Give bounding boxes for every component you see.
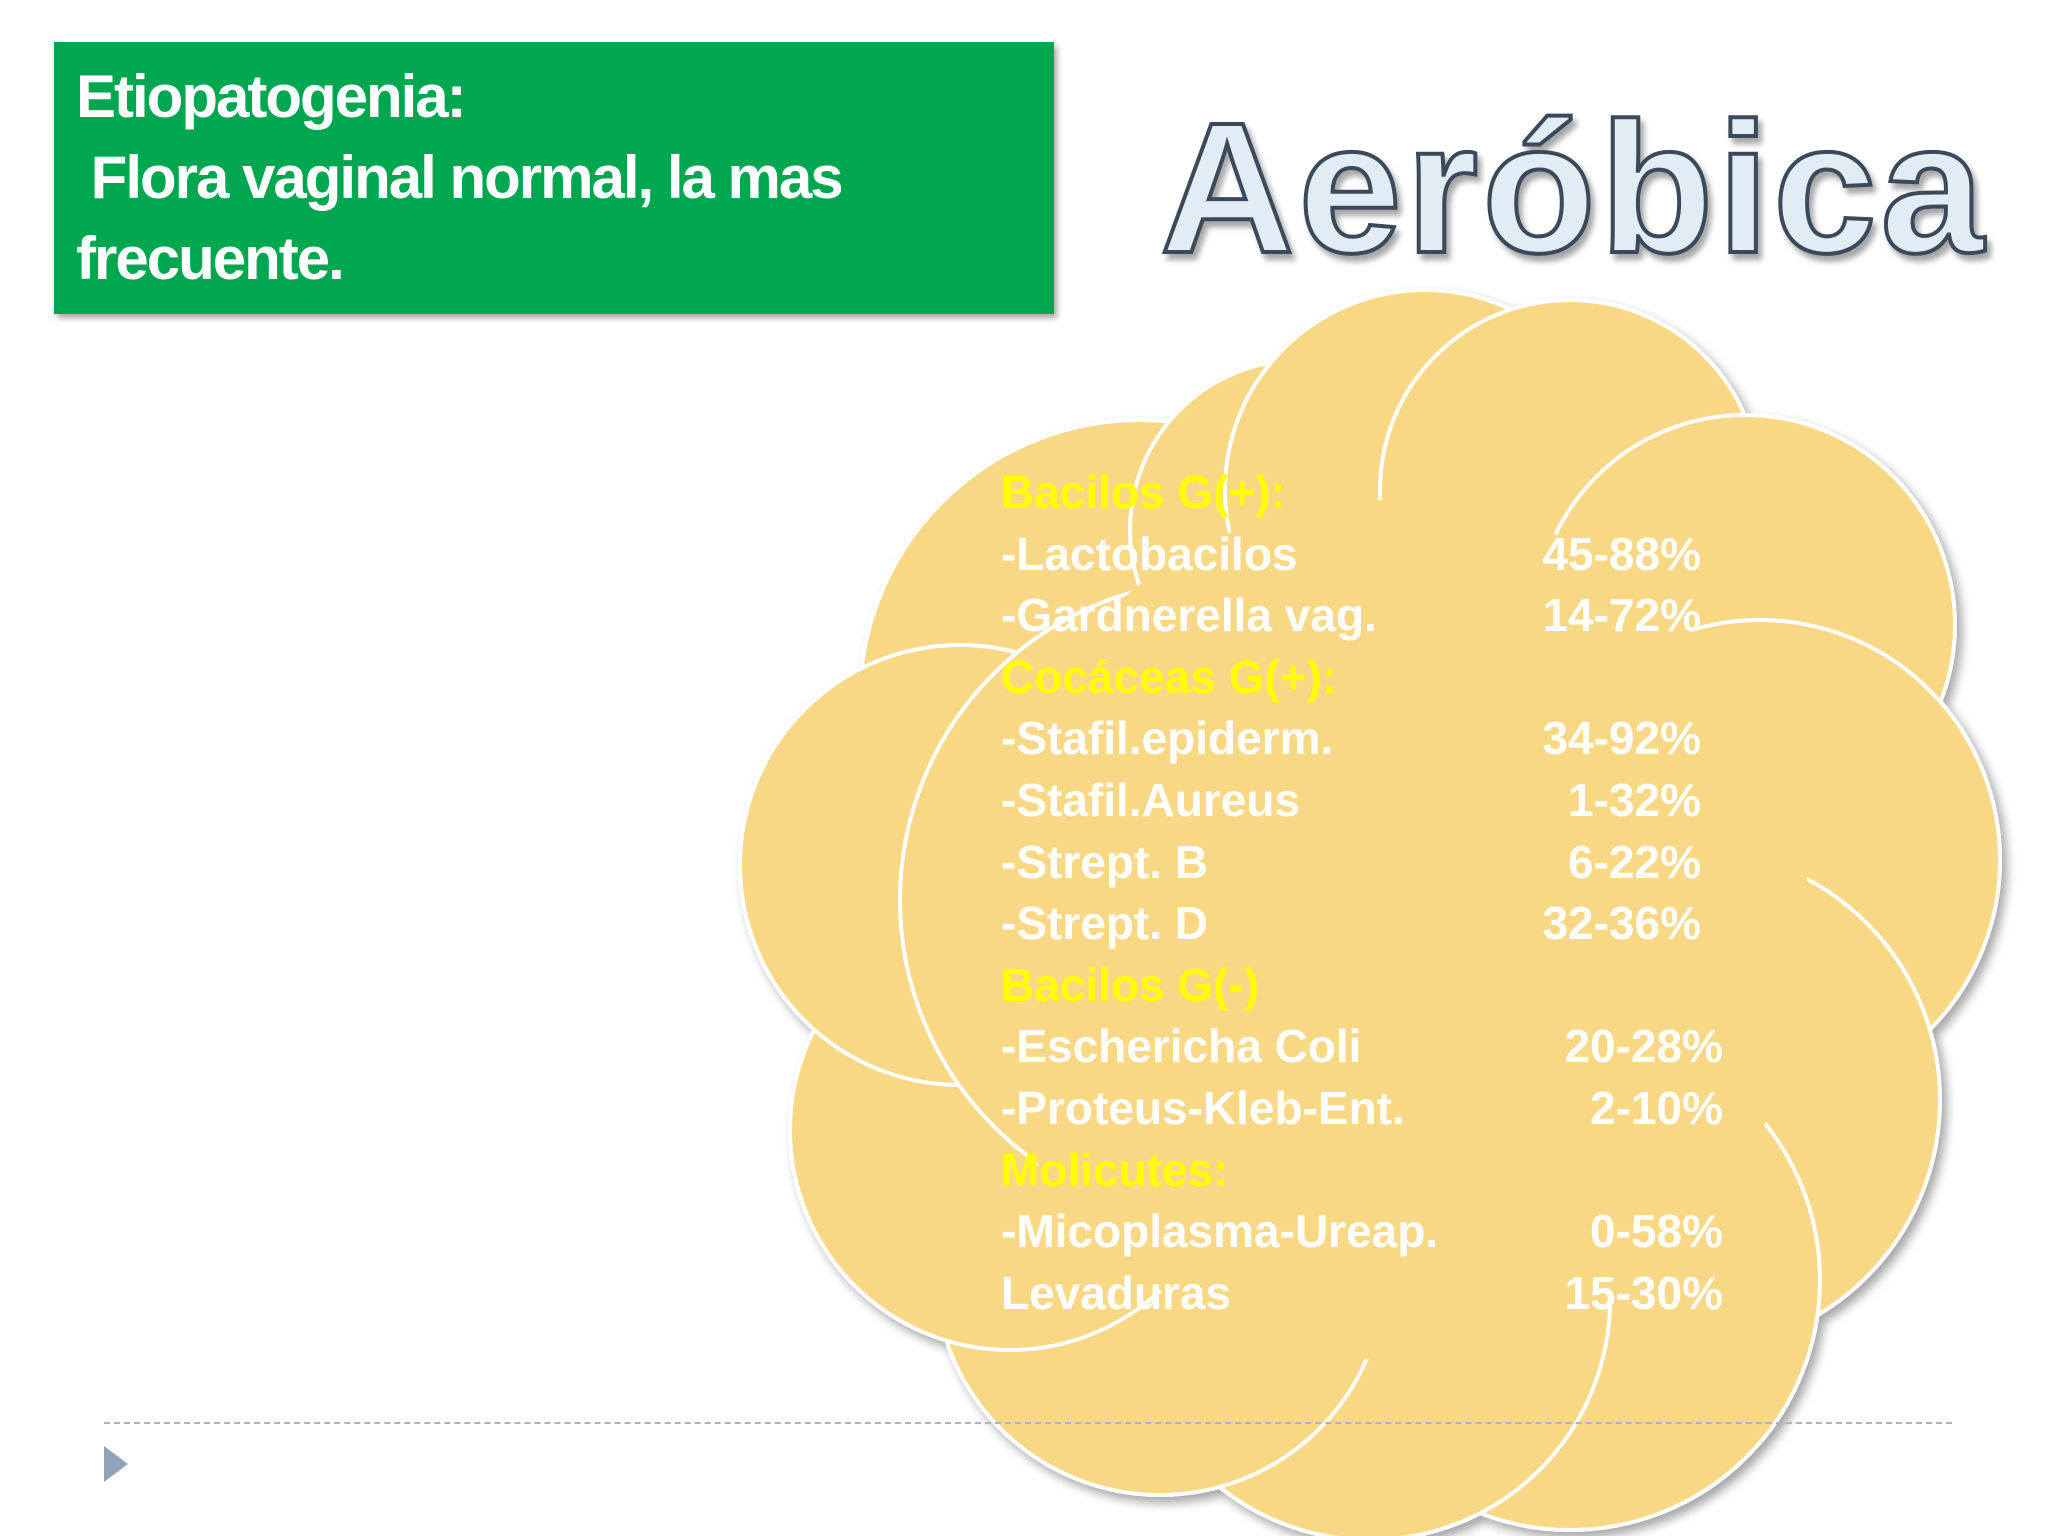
item-percent: 15-30%	[1564, 1266, 1723, 1319]
title-box: Etiopatogenia: Flora vaginal normal, la …	[54, 42, 1054, 314]
item-percent: 6-22%	[1568, 835, 1701, 888]
flora-item: -Proteus-Kleb-Ent. 2-10%	[1001, 1078, 1723, 1140]
flora-item: -Stafil.Aureus 1-32%	[1001, 770, 1701, 832]
category-label: Bacilos G(-)	[1001, 958, 1260, 1011]
item-label: -Stafil.epiderm.	[1001, 712, 1334, 765]
category-heading: Bacilos G(+):	[1001, 462, 1701, 524]
title-line-3: frecuente.	[76, 225, 345, 292]
category-heading: Bacilos G(-)	[1001, 955, 1701, 1017]
item-percent: 0-58%	[1590, 1205, 1723, 1258]
item-percent: 1-32%	[1568, 773, 1701, 826]
item-label: -Strept. D	[1001, 897, 1208, 950]
flora-item: -Strept. D 32-36%	[1001, 893, 1701, 955]
title-line-1: Etiopatogenia:	[76, 63, 467, 130]
item-label: Levaduras	[1001, 1266, 1232, 1319]
category-label: Cocáceas G(+):	[1001, 650, 1338, 703]
page-heading: Aeróbica	[1158, 83, 1986, 294]
item-percent: 45-88%	[1542, 527, 1701, 580]
item-percent: 34-92%	[1542, 712, 1701, 765]
item-percent: 2-10%	[1590, 1081, 1723, 1134]
flora-item: -Lactobacilos 45-88%	[1001, 524, 1701, 586]
title-line-2: Flora vaginal normal, la mas	[76, 144, 844, 211]
flora-item: -Gardnerella vag. 14-72%	[1001, 585, 1701, 647]
category-heading: Molicutes:	[1001, 1140, 1701, 1202]
item-label: -Gardnerella vag.	[1001, 589, 1377, 642]
flora-item: -Strept. B 6-22%	[1001, 832, 1701, 894]
triangle-bullet-icon	[104, 1446, 128, 1482]
item-percent: 32-36%	[1542, 897, 1701, 950]
item-label: -Lactobacilos	[1001, 527, 1298, 580]
item-label: -Micoplasma-Ureap.	[1001, 1205, 1439, 1258]
category-label: Molicutes:	[1001, 1143, 1229, 1196]
category-label: Bacilos G(+):	[1001, 466, 1287, 518]
heading-text: Aeróbica	[1160, 85, 1988, 292]
flora-list: Bacilos G(+): -Lactobacilos 45-88% -Gardner…	[1001, 462, 1723, 1325]
flora-item: -Stafil.epiderm. 34-92%	[1001, 708, 1701, 770]
item-label: -Eschericha Coli	[1001, 1020, 1362, 1073]
flora-item: -Eschericha Coli 20-28%	[1001, 1016, 1723, 1078]
flora-item: Levaduras 15-30%	[1001, 1263, 1723, 1325]
item-percent: 14-72%	[1542, 589, 1701, 642]
item-percent: 20-28%	[1564, 1020, 1723, 1073]
flora-item: -Micoplasma-Ureap. 0-58%	[1001, 1201, 1723, 1263]
cloud-shape	[738, 288, 2002, 1536]
slide-divider	[104, 1422, 1952, 1424]
item-label: -Strept. B	[1001, 835, 1208, 888]
item-label: -Proteus-Kleb-Ent.	[1001, 1081, 1405, 1134]
category-heading: Cocáceas G(+):	[1001, 647, 1701, 709]
item-label: -Stafil.Aureus	[1001, 773, 1301, 826]
